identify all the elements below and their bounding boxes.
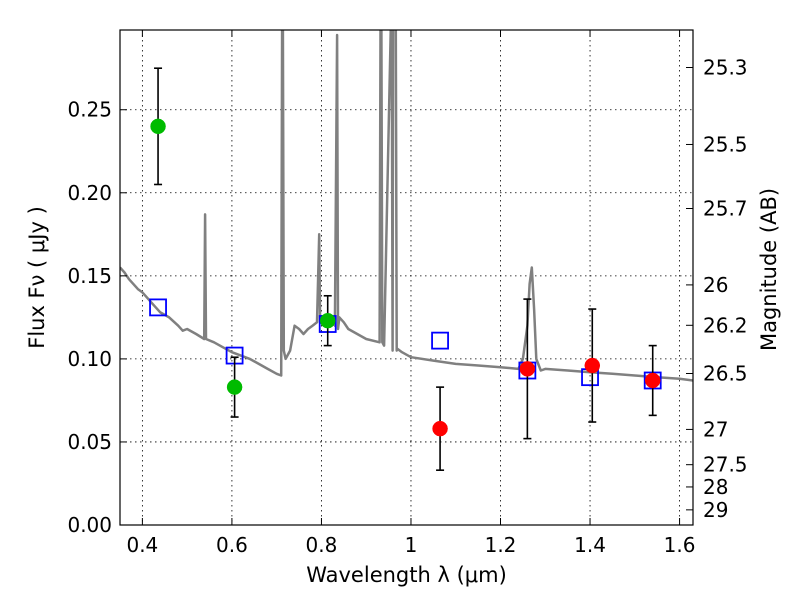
- x-axis-ticks: 0.4 0.6 0.8 1 1.2 1.4 1.6: [126, 30, 695, 557]
- magnitude-tick-label: 25.5: [703, 132, 748, 156]
- x-axis-title: Wavelength λ (μm): [306, 563, 507, 587]
- x-tick-label: 0.6: [216, 533, 248, 557]
- magnitude-axis-title: Magnitude (AB): [757, 188, 781, 351]
- observed-point: [226, 379, 243, 395]
- y-tick-label: 0.15: [67, 264, 112, 288]
- model-photometry-square: [149, 298, 167, 317]
- magnitude-tick-label: 25.3: [703, 56, 748, 80]
- y-tick-label: 0.00: [67, 513, 112, 537]
- y-axis-ticks: 0.00 0.05 0.10 0.15 0.20 0.25: [67, 98, 127, 537]
- y-tick-label: 0.10: [67, 347, 112, 371]
- x-tick-label: 1: [405, 533, 418, 557]
- observed-point: [644, 372, 661, 389]
- plot-frame: [119, 29, 694, 526]
- magnitude-tick-label: 27: [703, 417, 728, 441]
- observed-point: [319, 312, 336, 329]
- x-tick-label: 0.8: [306, 533, 338, 557]
- x-tick-label: 1.2: [485, 533, 517, 557]
- observed-point: [432, 420, 448, 437]
- magnitude-tick-label: 26.5: [703, 362, 748, 386]
- magnitude-tick-label: 28: [703, 475, 728, 499]
- observed-point: [519, 361, 536, 377]
- magnitude-tick-label: 26.2: [703, 313, 748, 337]
- y-tick-label: 0.05: [67, 430, 112, 454]
- magnitude-tick-label: 27.5: [703, 453, 748, 477]
- model-sed-layer: [120, 30, 693, 382]
- y-tick-label: 0.25: [67, 98, 112, 122]
- x-tick-label: 0.4: [126, 533, 158, 557]
- magnitude-tick-label: 26: [703, 273, 728, 297]
- model-photometry-square: [431, 331, 449, 350]
- y-axis-title: Flux Fν ( μJy ): [25, 206, 49, 349]
- model-sed-line: [120, 30, 693, 382]
- grid: [120, 30, 693, 525]
- observed-point: [150, 118, 166, 135]
- magnitude-tick-label: 25.7: [703, 196, 748, 220]
- magnitude-tick-label: 29: [703, 498, 728, 522]
- y-tick-label: 0.20: [67, 181, 112, 205]
- x-tick-label: 1.6: [664, 533, 696, 557]
- x-tick-label: 1.4: [574, 533, 606, 557]
- observed-point: [584, 357, 601, 374]
- data-points-layer: [149, 67, 662, 471]
